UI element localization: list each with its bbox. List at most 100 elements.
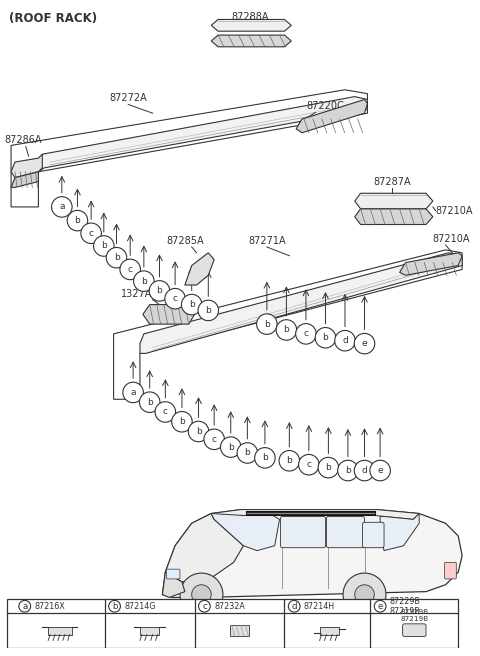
Polygon shape [211, 35, 291, 47]
Text: b: b [112, 602, 117, 611]
Text: b: b [179, 417, 185, 426]
Text: b: b [262, 453, 268, 462]
Text: b: b [141, 277, 147, 285]
FancyBboxPatch shape [166, 569, 180, 579]
Text: e: e [377, 466, 383, 475]
Text: 87288A: 87288A [231, 12, 269, 22]
Text: 87210A: 87210A [436, 206, 473, 216]
Circle shape [188, 421, 209, 441]
Circle shape [343, 573, 386, 616]
Circle shape [123, 382, 144, 403]
Circle shape [318, 457, 338, 478]
Circle shape [354, 333, 375, 354]
Circle shape [172, 411, 192, 432]
Text: 87271A: 87271A [248, 236, 286, 246]
Text: a: a [131, 388, 136, 397]
Circle shape [19, 600, 31, 612]
Polygon shape [211, 514, 279, 550]
Circle shape [192, 584, 211, 604]
Circle shape [165, 289, 185, 309]
FancyBboxPatch shape [362, 522, 384, 548]
Polygon shape [11, 154, 42, 178]
Circle shape [67, 211, 88, 231]
Circle shape [354, 461, 375, 481]
Polygon shape [296, 100, 367, 133]
Text: 87287A: 87287A [373, 177, 411, 188]
Text: d: d [342, 336, 348, 345]
Circle shape [337, 461, 358, 481]
Circle shape [106, 247, 127, 268]
Text: 87216X: 87216X [35, 602, 65, 611]
Text: 87214H: 87214H [304, 602, 335, 611]
Text: b: b [74, 216, 80, 225]
FancyBboxPatch shape [326, 516, 364, 548]
Text: 1327AC: 1327AC [121, 289, 159, 298]
Text: e: e [377, 602, 383, 611]
Text: c: c [212, 435, 216, 444]
Polygon shape [355, 194, 433, 209]
Polygon shape [38, 96, 367, 172]
Circle shape [220, 437, 241, 457]
Text: c: c [306, 461, 312, 469]
Text: 87286A: 87286A [4, 135, 42, 146]
Circle shape [133, 271, 154, 291]
Text: e: e [362, 339, 367, 348]
Circle shape [374, 600, 386, 612]
Text: b: b [284, 325, 289, 335]
Polygon shape [162, 510, 462, 598]
Polygon shape [140, 253, 462, 354]
Bar [140, 626, 159, 634]
Text: b: b [196, 427, 202, 436]
Text: c: c [89, 229, 94, 237]
Text: d: d [361, 466, 367, 475]
Circle shape [81, 223, 101, 243]
Circle shape [370, 461, 390, 481]
Circle shape [94, 236, 114, 256]
FancyBboxPatch shape [403, 624, 426, 636]
Polygon shape [400, 253, 462, 276]
Circle shape [288, 600, 300, 612]
Text: 87210A: 87210A [433, 234, 470, 244]
Circle shape [276, 319, 297, 340]
Polygon shape [165, 514, 243, 582]
Circle shape [198, 300, 218, 321]
Text: 87229B
87219B: 87229B 87219B [390, 596, 421, 616]
Bar [320, 626, 339, 634]
Circle shape [204, 429, 225, 449]
Text: b: b [325, 463, 331, 472]
Polygon shape [185, 253, 214, 285]
Bar [7, 600, 458, 648]
Text: b: b [147, 398, 153, 407]
Text: c: c [173, 294, 178, 303]
Polygon shape [143, 304, 194, 324]
Text: b: b [156, 287, 162, 295]
Text: b: b [287, 457, 292, 465]
Text: 87229B
87219B: 87229B 87219B [400, 609, 428, 622]
Circle shape [120, 259, 141, 279]
Circle shape [155, 401, 176, 422]
Polygon shape [11, 172, 38, 188]
Text: c: c [303, 329, 309, 338]
Text: 87285A: 87285A [166, 236, 204, 246]
Bar [230, 625, 249, 636]
Circle shape [108, 600, 120, 612]
Text: b: b [345, 466, 351, 475]
Polygon shape [355, 209, 433, 224]
Text: c: c [128, 265, 132, 274]
Circle shape [315, 327, 336, 348]
Circle shape [255, 447, 275, 468]
Circle shape [279, 451, 300, 471]
Polygon shape [380, 514, 419, 550]
Text: 87232A: 87232A [214, 602, 245, 611]
Text: a: a [22, 602, 27, 611]
Circle shape [335, 331, 355, 351]
Circle shape [237, 443, 258, 463]
Text: a: a [59, 203, 65, 211]
Text: b: b [244, 449, 250, 457]
Circle shape [355, 584, 374, 604]
Text: b: b [323, 333, 328, 342]
Bar [48, 626, 72, 634]
Text: 87272A: 87272A [109, 93, 147, 104]
Circle shape [51, 197, 72, 217]
Circle shape [299, 455, 319, 475]
